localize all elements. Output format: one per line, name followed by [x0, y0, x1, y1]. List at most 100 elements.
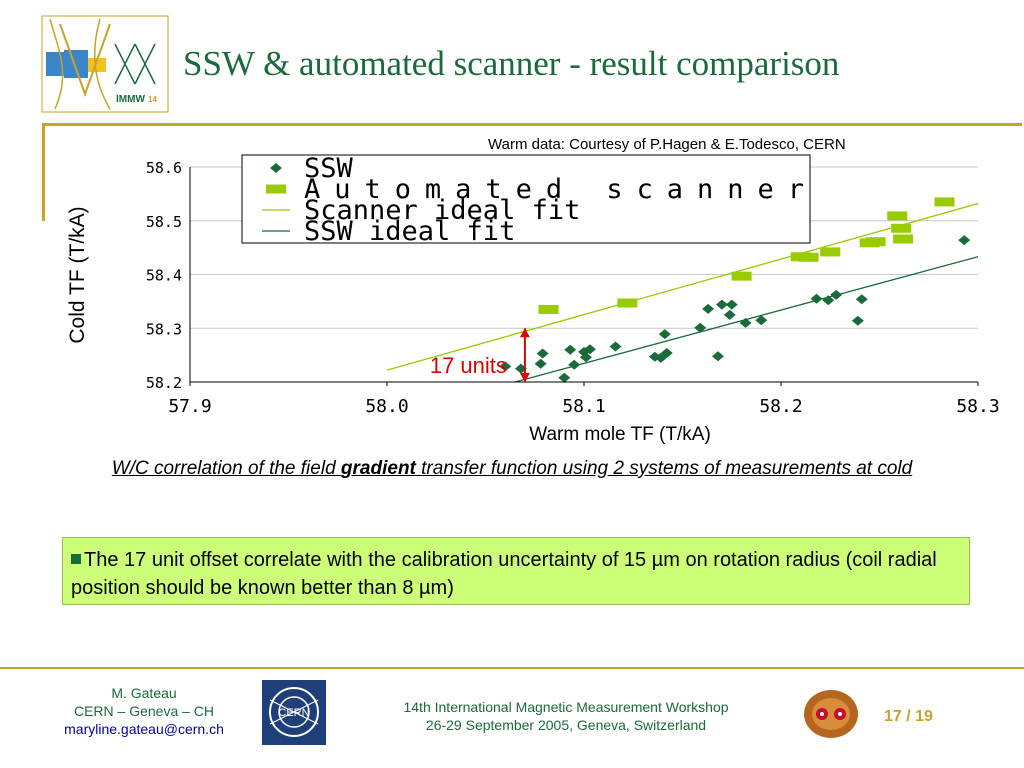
offset-arrow-head-top — [519, 328, 530, 338]
legend-box — [241, 154, 811, 244]
ssw-point — [855, 294, 868, 305]
x-tick-label: 57.9 — [168, 396, 211, 417]
caption-bold: gradient — [340, 458, 416, 479]
scanner-point — [820, 247, 841, 257]
caption-part2: transfer function using 2 systems of mea… — [415, 458, 913, 479]
detector-logo — [802, 688, 860, 740]
x-tick-label: 58.0 — [365, 396, 408, 417]
x-tick-label: 58.1 — [562, 396, 605, 417]
scanner-point — [790, 252, 811, 262]
x-axis-title: Warm mole TF (T/kA) — [529, 424, 711, 445]
grid-layer — [190, 166, 978, 383]
footer-divider — [0, 667, 1024, 669]
ssw-point — [715, 299, 728, 310]
author-affiliation: CERN – Geneva – CH — [73, 703, 215, 719]
left-divider — [42, 123, 45, 221]
bullet-icon — [71, 554, 81, 564]
scanner-point — [865, 237, 886, 247]
ssw-point — [578, 346, 590, 357]
note-box: The 17 unit offset correlate with the ca… — [62, 537, 970, 605]
courtesy-note: Warm data: Courtesy of P.Hagen & E.Todes… — [488, 136, 846, 153]
author-block: M. Gateau CERN – Geneva – CH maryline.ga… — [40, 684, 248, 738]
cern-logo: CERN — [262, 680, 326, 745]
ssw-point — [514, 363, 527, 374]
legend-marker-ssw — [270, 163, 282, 173]
ssw-point — [810, 293, 823, 304]
y-tick-label: 58.4 — [146, 267, 182, 285]
ssw-point — [755, 315, 768, 326]
workshop-logo: IMMW 14 — [40, 14, 170, 114]
ssw-point — [739, 317, 752, 328]
legend-label-ssw: SSW — [304, 153, 354, 184]
page-separator: / — [901, 708, 916, 725]
ssw-point — [694, 322, 707, 333]
legend-marker-automated-scanner — [266, 184, 286, 194]
ssw-point — [723, 309, 736, 320]
scanner-ideal-fit-line — [386, 202, 978, 371]
ssw-point — [583, 344, 596, 355]
ssw-point — [654, 352, 667, 363]
scanner-point — [891, 223, 912, 233]
logo-superscript: 14 — [148, 95, 157, 104]
legend-label-scanner-ideal-fit: Scanner ideal fit — [304, 195, 580, 226]
annotation: 17 units — [430, 328, 530, 382]
x-tick-label: 58.2 — [759, 396, 802, 417]
cern-logo-graphic: CERN — [262, 680, 326, 745]
ssw-point — [568, 359, 581, 370]
ssw-ideal-fit-line — [514, 256, 978, 382]
detector-logo-graphic — [804, 690, 858, 738]
ssw-point — [534, 358, 547, 369]
ssw-point — [558, 372, 571, 383]
scanner-point — [887, 211, 908, 221]
page-total: 19 — [915, 708, 933, 725]
workshop-info: 14th International Magnetic Measurement … — [362, 698, 770, 734]
offset-annotation-label: 17 units — [430, 353, 507, 378]
ssw-point — [702, 303, 715, 314]
page-current: 17 — [884, 708, 902, 725]
y-axis-title: Cold TF (T/kA) — [66, 206, 89, 343]
y-tick-label: 58.5 — [146, 213, 182, 231]
scanner-point — [859, 238, 880, 248]
x-tick-label: 58.3 — [956, 396, 999, 417]
scanner-point — [798, 252, 819, 262]
title-divider — [42, 123, 1022, 126]
slide-title: SSW & automated scanner - result compari… — [183, 44, 840, 83]
legend-label-ssw-ideal-fit: SSW ideal fit — [304, 216, 515, 247]
page-number: 17 / 19 — [884, 708, 933, 726]
scanner-point — [731, 271, 752, 281]
caption-part1: W/C correlation of the field — [111, 458, 341, 479]
note-text: The 17 unit offset correlate with the ca… — [71, 549, 937, 599]
data-points — [499, 197, 971, 383]
imm-logo-graphic: IMMW 14 — [41, 15, 169, 113]
y-tick-label: 58.3 — [146, 320, 182, 338]
ssw-point — [579, 352, 592, 363]
workshop-line2: 26-29 September 2005, Geneva, Switzerlan… — [425, 717, 707, 733]
ssw-point — [830, 289, 843, 300]
ssw-point — [536, 348, 549, 359]
ssw-point — [609, 341, 622, 352]
chart-caption: W/C correlation of the field gradient tr… — [40, 455, 984, 482]
ssw-point — [658, 329, 671, 340]
cern-logo-text: CERN — [278, 707, 309, 719]
scanner-point — [934, 197, 955, 207]
ssw-point — [711, 351, 724, 362]
ssw-point — [725, 299, 738, 310]
axes: 58.2 58.3 58.4 58.5 58.6 57.9 58.0 58.1 58.2 58.3… — [66, 159, 1000, 445]
scanner-point — [617, 298, 638, 308]
ssw-point — [564, 344, 577, 355]
offset-arrow-head-bottom — [519, 373, 530, 382]
y-tick-label: 58.2 — [146, 374, 182, 392]
scanner-point — [893, 234, 914, 244]
legend-label-automated-scanner: Automated scanner — [304, 174, 804, 205]
ssw-point — [822, 295, 835, 306]
ssw-point — [499, 361, 512, 372]
ssw-point — [648, 351, 661, 362]
author-name: M. Gateau — [111, 685, 177, 701]
author-email-link[interactable]: maryline.gateau@cern.ch — [64, 721, 224, 737]
logo-text: IMMW — [116, 94, 145, 105]
ssw-point — [851, 315, 864, 326]
y-tick-label: 58.6 — [146, 159, 182, 177]
ssw-point — [958, 235, 971, 246]
